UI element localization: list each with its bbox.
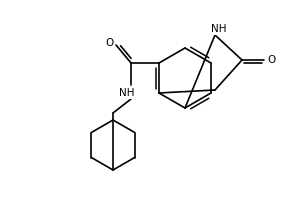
Text: NH: NH [211, 24, 227, 34]
Text: O: O [105, 38, 113, 48]
Text: NH: NH [119, 88, 135, 98]
Text: O: O [267, 55, 275, 65]
